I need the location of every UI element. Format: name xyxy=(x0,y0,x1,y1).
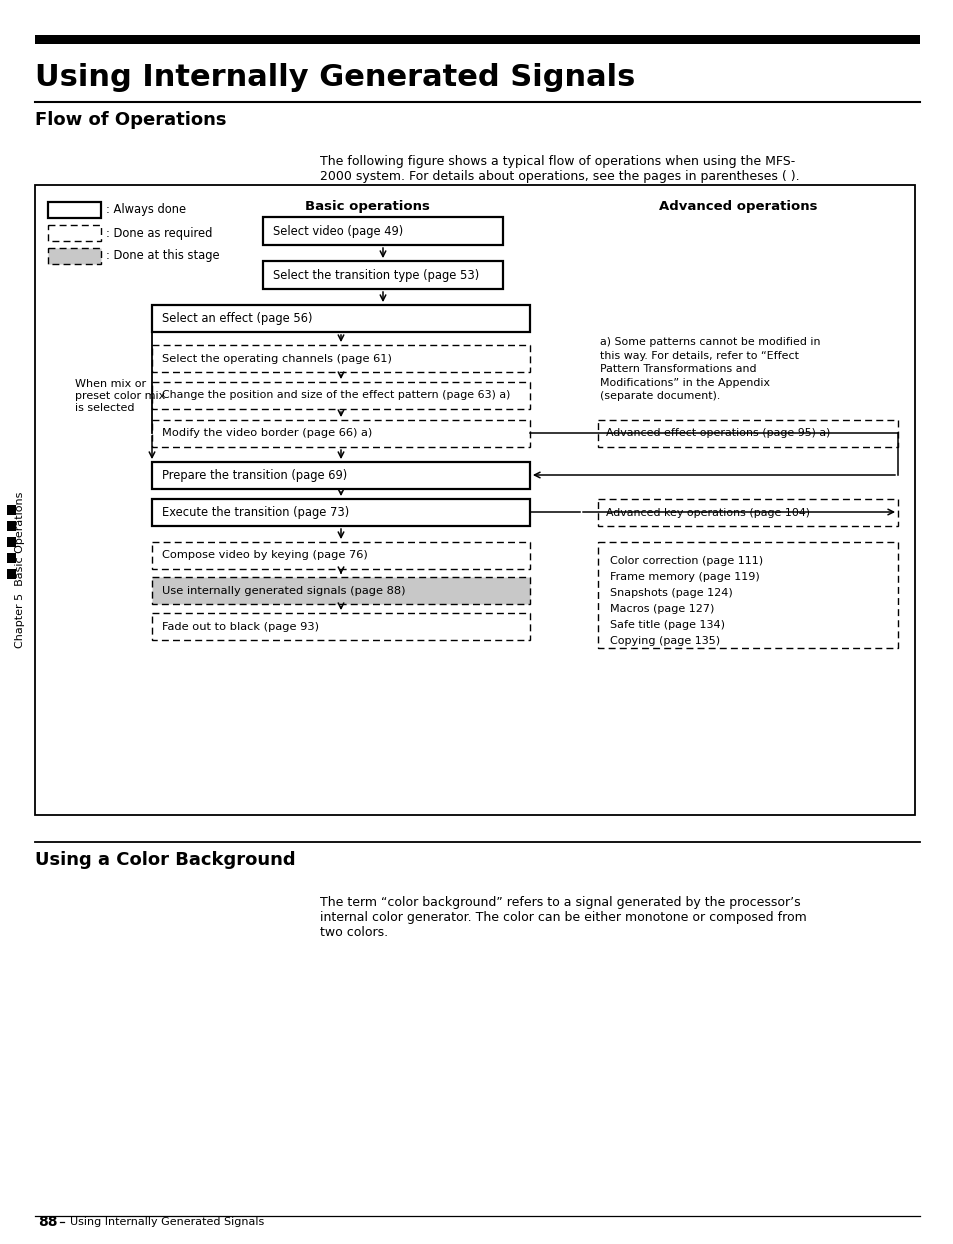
Text: The following figure shows a typical flow of operations when using the MFS-: The following figure shows a typical flo… xyxy=(319,156,795,168)
Bar xyxy=(7,554,16,564)
Text: : Done as required: : Done as required xyxy=(106,226,213,240)
Bar xyxy=(48,225,101,241)
Bar xyxy=(152,420,530,447)
Text: Basic operations: Basic operations xyxy=(304,200,429,213)
Text: When mix or
preset color mix
is selected: When mix or preset color mix is selected xyxy=(75,378,165,413)
Bar xyxy=(152,613,530,639)
Text: Modify the video border (page 66) a): Modify the video border (page 66) a) xyxy=(162,428,372,438)
Bar xyxy=(263,216,502,245)
Text: Frame memory (page 119): Frame memory (page 119) xyxy=(609,572,759,582)
Text: Select video (page 49): Select video (page 49) xyxy=(273,224,403,238)
Bar xyxy=(152,382,530,409)
Bar xyxy=(35,185,914,815)
Bar xyxy=(152,499,530,526)
Text: Chapter 5  Basic Operations: Chapter 5 Basic Operations xyxy=(15,491,25,648)
Text: Color correction (page 111): Color correction (page 111) xyxy=(609,556,762,566)
Bar xyxy=(7,521,16,531)
Bar xyxy=(598,420,897,447)
Bar xyxy=(152,542,530,569)
Text: The term “color background” refers to a signal generated by the processor’s: The term “color background” refers to a … xyxy=(319,896,800,909)
Text: two colors.: two colors. xyxy=(319,926,388,939)
Text: a) Some patterns cannot be modified in
this way. For details, refer to “Effect
P: a) Some patterns cannot be modified in t… xyxy=(599,337,820,402)
Bar xyxy=(598,499,897,526)
Text: internal color generator. The color can be either monotone or composed from: internal color generator. The color can … xyxy=(319,911,806,924)
Text: : Done at this stage: : Done at this stage xyxy=(106,250,219,262)
Bar xyxy=(263,261,502,289)
Bar xyxy=(7,537,16,547)
Bar xyxy=(7,505,16,515)
Text: Prepare the transition (page 69): Prepare the transition (page 69) xyxy=(162,469,347,481)
Text: Using Internally Generated Signals: Using Internally Generated Signals xyxy=(70,1217,264,1227)
Text: Advanced key operations (page 104): Advanced key operations (page 104) xyxy=(605,508,809,518)
Text: Fade out to black (page 93): Fade out to black (page 93) xyxy=(162,622,318,632)
Text: Use internally generated signals (page 88): Use internally generated signals (page 8… xyxy=(162,586,405,596)
Text: Flow of Operations: Flow of Operations xyxy=(35,111,226,129)
Text: Snapshots (page 124): Snapshots (page 124) xyxy=(609,588,732,598)
Text: : Always done: : Always done xyxy=(106,204,186,216)
Bar xyxy=(152,462,530,489)
Bar xyxy=(35,35,919,44)
Text: Execute the transition (page 73): Execute the transition (page 73) xyxy=(162,506,349,519)
Text: Select the operating channels (page 61): Select the operating channels (page 61) xyxy=(162,353,392,363)
Bar xyxy=(152,577,530,605)
Text: Advanced operations: Advanced operations xyxy=(659,200,817,213)
Bar xyxy=(152,345,530,372)
Text: Select the transition type (page 53): Select the transition type (page 53) xyxy=(273,269,478,281)
Bar xyxy=(598,542,897,648)
Bar xyxy=(35,35,919,44)
Text: 2000 system. For details about operations, see the pages in parentheses ( ).: 2000 system. For details about operation… xyxy=(319,170,799,183)
Text: Change the position and size of the effect pattern (page 63) a): Change the position and size of the effe… xyxy=(162,391,510,401)
Text: 88: 88 xyxy=(38,1215,57,1229)
Text: Advanced effect operations (page 95) a): Advanced effect operations (page 95) a) xyxy=(605,428,829,438)
Bar xyxy=(7,569,16,578)
Text: Copying (page 135): Copying (page 135) xyxy=(609,636,720,646)
Text: Using a Color Background: Using a Color Background xyxy=(35,851,295,870)
Text: Macros (page 127): Macros (page 127) xyxy=(609,605,714,615)
Text: Select an effect (page 56): Select an effect (page 56) xyxy=(162,312,313,325)
Text: Compose video by keying (page 76): Compose video by keying (page 76) xyxy=(162,551,367,561)
Bar xyxy=(48,202,101,218)
Bar xyxy=(152,305,530,332)
Bar xyxy=(48,248,101,264)
Text: Using Internally Generated Signals: Using Internally Generated Signals xyxy=(35,63,635,92)
Text: Safe title (page 134): Safe title (page 134) xyxy=(609,620,724,629)
